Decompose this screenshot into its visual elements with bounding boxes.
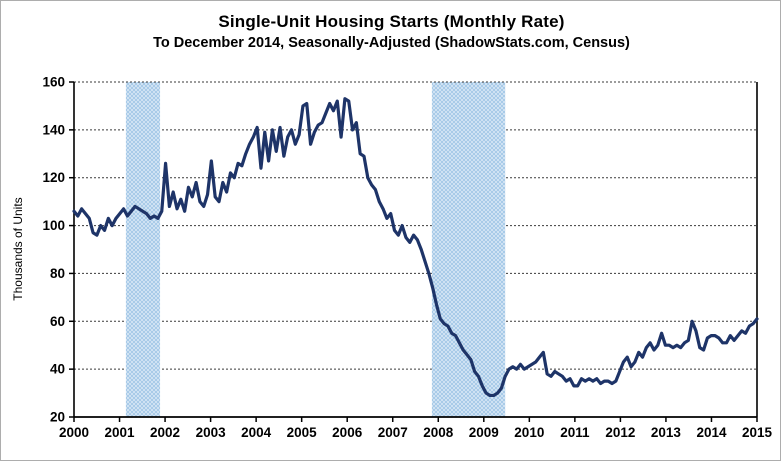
y-tick-label: 100 xyxy=(42,218,65,233)
series-line xyxy=(72,97,759,398)
chart-subtitle: To December 2014, Seasonally-Adjusted (S… xyxy=(153,35,630,51)
x-tick-label: 2007 xyxy=(378,425,408,440)
y-tick-label: 140 xyxy=(42,122,65,137)
x-tick-label: 2012 xyxy=(605,425,635,440)
y-tick-label: 120 xyxy=(42,170,65,185)
recession-band xyxy=(125,82,161,417)
recession-band xyxy=(431,82,506,417)
plot-area: 20 40 60 80 100 120 140 160 2000 2001 2002 2003 2004… xyxy=(42,75,772,441)
y-tick-label: 40 xyxy=(50,362,65,377)
x-tick-label: 2001 xyxy=(105,425,136,440)
x-tick-label: 2002 xyxy=(150,425,180,440)
x-tick-label: 2008 xyxy=(423,425,454,440)
x-tick-label: 2013 xyxy=(651,425,682,440)
y-tick-label: 60 xyxy=(50,314,65,329)
x-tick-label: 2009 xyxy=(469,425,499,440)
x-tick-label: 2015 xyxy=(742,425,773,440)
x-tick-label: 2004 xyxy=(241,425,272,440)
y-tick-label: 80 xyxy=(50,266,65,281)
x-tick-label: 2000 xyxy=(59,425,89,440)
x-tick-label: 2003 xyxy=(196,425,227,440)
x-tick-label: 2005 xyxy=(287,425,318,440)
y-tick-label: 20 xyxy=(50,410,65,425)
x-tick-label: 2014 xyxy=(696,425,727,440)
x-tick-label: 2011 xyxy=(560,425,590,440)
chart-title: Single-Unit Housing Starts (Monthly Rate… xyxy=(218,12,565,31)
x-tick-label: 2006 xyxy=(332,425,363,440)
y-tick-label: 160 xyxy=(42,75,65,90)
x-tick-label: 2010 xyxy=(514,425,544,440)
